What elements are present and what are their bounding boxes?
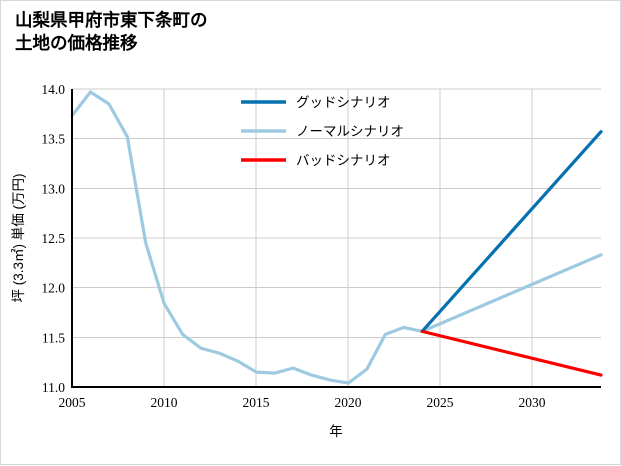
y-tick-label: 11.5 <box>42 330 65 345</box>
legend-item-good[interactable]: グッドシナリオ <box>241 95 391 110</box>
legend-label-bad: バッドシナリオ <box>296 153 391 168</box>
x-axis-tick-labels: 2005 2010 2015 2020 2025 2030 <box>59 395 546 410</box>
x-tick-label: 2030 <box>519 395 546 410</box>
y-tick-label: 13.5 <box>41 132 65 147</box>
series-line-good <box>420 130 603 333</box>
x-tick-label: 2025 <box>427 395 454 410</box>
series-line-bad <box>420 329 603 377</box>
y-tick-label: 13.0 <box>41 181 65 196</box>
x-tick-label: 2015 <box>243 395 270 410</box>
x-tick-label: 2010 <box>151 395 178 410</box>
series-line-normal <box>70 90 603 385</box>
chart-legend: グッドシナリオ ノーマルシナリオ バッドシナリオ <box>241 95 404 168</box>
y-axis-tick-labels: 11.0 11.5 12.0 12.5 13.0 13.5 14.0 <box>41 82 65 395</box>
legend-label-good: グッドシナリオ <box>296 95 391 110</box>
legend-item-bad[interactable]: バッドシナリオ <box>241 153 391 168</box>
x-tick-label: 2020 <box>335 395 362 410</box>
y-tick-label: 14.0 <box>41 82 65 97</box>
y-tick-label: 11.0 <box>42 380 65 395</box>
y-axis-title: 坪 (3.3㎡) 単価 (万円) <box>11 173 26 302</box>
x-tick-label: 2005 <box>59 395 86 410</box>
axis-spines <box>71 89 601 388</box>
page-title: 山梨県甲府市東下条町の 土地の価格推移 <box>15 10 208 54</box>
legend-item-normal[interactable]: ノーマルシナリオ <box>241 124 404 139</box>
legend-label-normal: ノーマルシナリオ <box>296 124 404 139</box>
x-axis-title: 年 <box>329 424 343 439</box>
y-tick-label: 12.0 <box>41 281 65 296</box>
y-tick-label: 12.5 <box>41 231 65 246</box>
